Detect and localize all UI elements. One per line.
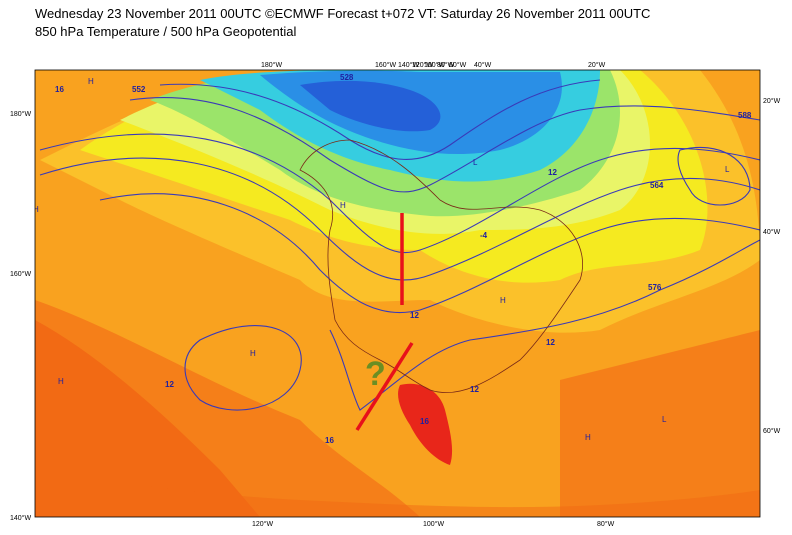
pressure-center: H: [340, 201, 346, 210]
lon-label: 140°W: [398, 61, 419, 69]
pressure-center: H: [33, 205, 39, 214]
lon-label: 100°W: [424, 61, 445, 69]
lon-label: 120°W: [252, 520, 273, 528]
subtitle: 850 hPa Temperature / 500 hPa Geopotenti…: [35, 24, 297, 39]
lat-label: 140°W: [10, 514, 31, 522]
pressure-center: H: [500, 296, 506, 305]
contour-label: 12: [410, 311, 419, 320]
map-frame: [34, 69, 761, 518]
graticule-labels: 180°W 160°W 140°W 120°W 100°W 80°W 60°W …: [10, 61, 781, 528]
contour-label: 576: [648, 283, 662, 292]
title: Wednesday 23 November 2011 00UTC ©ECMWF …: [35, 6, 651, 21]
pressure-center: H: [88, 77, 94, 86]
lon-label: 100°W: [423, 520, 444, 528]
contour-label: 528: [340, 73, 354, 82]
contour-label: 12: [165, 380, 174, 389]
lon-label: 80°W: [597, 520, 615, 528]
lat-label: 20°W: [763, 97, 781, 105]
pressure-center: L: [662, 415, 667, 424]
lat-label: 60°W: [763, 427, 781, 435]
contour-labels: 16 552 576 12 -4 12 16 12 12 16 564 588 …: [55, 73, 752, 445]
lon-label: 80°W: [437, 61, 455, 69]
annotation: ?: [365, 355, 386, 393]
pressure-centers: H H H H L L H L H H: [33, 77, 730, 442]
pressure-center: L: [473, 158, 478, 167]
contour-label: 588: [738, 111, 752, 120]
pressure-center: L: [725, 165, 730, 174]
lat-label: 40°W: [763, 228, 781, 236]
pressure-center: H: [250, 349, 256, 358]
contour-label: 12: [548, 168, 557, 177]
lon-label: 180°W: [261, 61, 282, 69]
temperature-field: ? 16 552 576 12 -4 12 16 12 12 16 564 58…: [33, 70, 760, 517]
lon-label: 40°W: [474, 61, 492, 69]
lon-label: 20°W: [588, 61, 606, 69]
contour-label: 564: [650, 181, 664, 190]
pressure-center: H: [58, 377, 64, 386]
contour-label: 12: [546, 338, 555, 347]
pressure-center: H: [585, 433, 591, 442]
contour-label: 16: [420, 417, 429, 426]
lat-label: 160°W: [10, 270, 31, 278]
contour-label: 16: [325, 436, 334, 445]
lon-label: 120°W: [412, 61, 433, 69]
lon-label: 160°W: [375, 61, 396, 69]
contour-label: 552: [132, 85, 146, 94]
lon-label: 60°W: [449, 61, 467, 69]
contour-label: -4: [480, 231, 488, 240]
contour-label: 16: [55, 85, 64, 94]
contour-label: 12: [470, 385, 479, 394]
lat-label: 180°W: [10, 110, 31, 118]
